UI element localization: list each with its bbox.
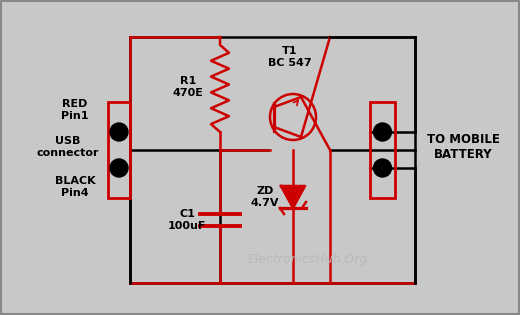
Text: ElectronicsHub.Org: ElectronicsHub.Org bbox=[248, 254, 368, 266]
Bar bbox=[370, 102, 395, 198]
Text: RED
Pin1: RED Pin1 bbox=[61, 99, 89, 121]
Text: USB
connector: USB connector bbox=[37, 136, 99, 158]
Circle shape bbox=[373, 159, 392, 177]
Text: R1
470E: R1 470E bbox=[173, 76, 203, 98]
Text: C1
100uF: C1 100uF bbox=[168, 209, 206, 231]
Text: TO MOBILE
BATTERY: TO MOBILE BATTERY bbox=[426, 133, 499, 161]
Circle shape bbox=[110, 159, 128, 177]
Bar bbox=[108, 102, 130, 198]
Text: BLACK
Pin4: BLACK Pin4 bbox=[55, 176, 95, 198]
Circle shape bbox=[110, 123, 128, 141]
Polygon shape bbox=[281, 186, 305, 208]
Text: T1
BC 547: T1 BC 547 bbox=[268, 46, 312, 68]
Circle shape bbox=[373, 123, 392, 141]
Text: ZD
4.7V: ZD 4.7V bbox=[251, 186, 279, 208]
